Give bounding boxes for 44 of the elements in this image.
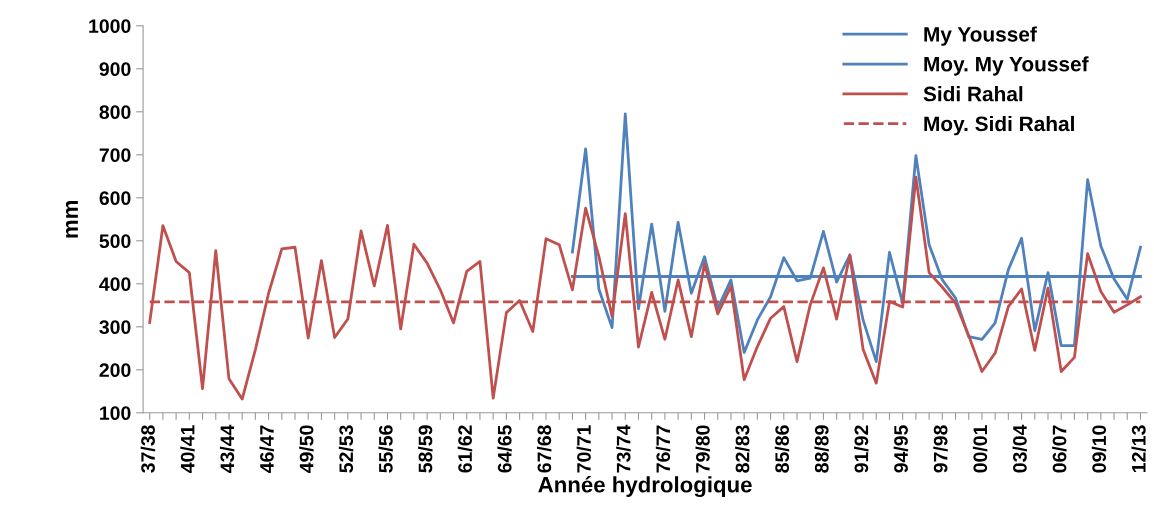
x-tick-label: 73/74	[616, 424, 631, 473]
legend-label: My Youssef	[924, 26, 1037, 46]
x-tick-label: 97/98	[933, 425, 948, 473]
y-tick-label: 400	[99, 277, 131, 292]
x-tick-label: 85/86	[774, 425, 790, 473]
x-tick-label: 79/80	[695, 425, 710, 473]
x-tick-label: 43/44	[219, 424, 235, 473]
x-tick-label: 00/01	[972, 425, 988, 473]
x-tick-label: 67/68	[536, 425, 552, 473]
x-tick-label: 88/89	[814, 425, 829, 473]
x-tick-label: 40/41	[180, 425, 195, 473]
x-tick-label: 76/77	[655, 425, 671, 473]
y-tick-label: 1000	[89, 19, 131, 34]
y-tick-label: 700	[99, 148, 131, 163]
legend-label: Moy. Sidi Rahal	[924, 115, 1074, 136]
y-axis-title: mm	[65, 200, 78, 238]
x-tick-label: 49/50	[299, 425, 314, 473]
x-tick-label: 37/38	[140, 425, 156, 473]
y-tick-label: 300	[99, 320, 131, 335]
y-tick-label: 100	[100, 406, 131, 421]
x-tick-label: 09/10	[1091, 425, 1107, 473]
y-tick-label: 800	[99, 105, 131, 120]
x-tick-label: 91/92	[853, 425, 869, 473]
x-tick-label: 52/53	[338, 425, 354, 473]
y-tick-label: 600	[99, 191, 131, 206]
x-axis-title: Année hydrologique	[538, 476, 752, 498]
x-tick-label: 94/95	[893, 425, 909, 473]
x-tick-label: 82/83	[735, 425, 750, 473]
x-tick-label: 64/65	[497, 425, 512, 473]
x-tick-label: 61/62	[457, 425, 473, 473]
line-series	[148, 175, 1142, 401]
x-tick-label: 55/56	[378, 425, 393, 473]
x-tick-label: 06/07	[1052, 425, 1067, 473]
x-tick-label: 70/71	[576, 425, 592, 473]
legend-label: Moy. My Youssef	[924, 56, 1089, 76]
y-tick-label: 900	[99, 62, 131, 77]
y-tick-label: 200	[99, 363, 131, 378]
line-series	[571, 112, 1142, 364]
x-tick-label: 03/04	[1012, 424, 1027, 473]
x-tick-label: 58/59	[418, 425, 433, 473]
x-tick-label: 46/47	[259, 425, 275, 473]
x-tick-label: 12/13	[1131, 425, 1146, 473]
y-tick-label: 500	[99, 234, 131, 249]
legend-label: Sidi Rahal	[923, 86, 1023, 102]
